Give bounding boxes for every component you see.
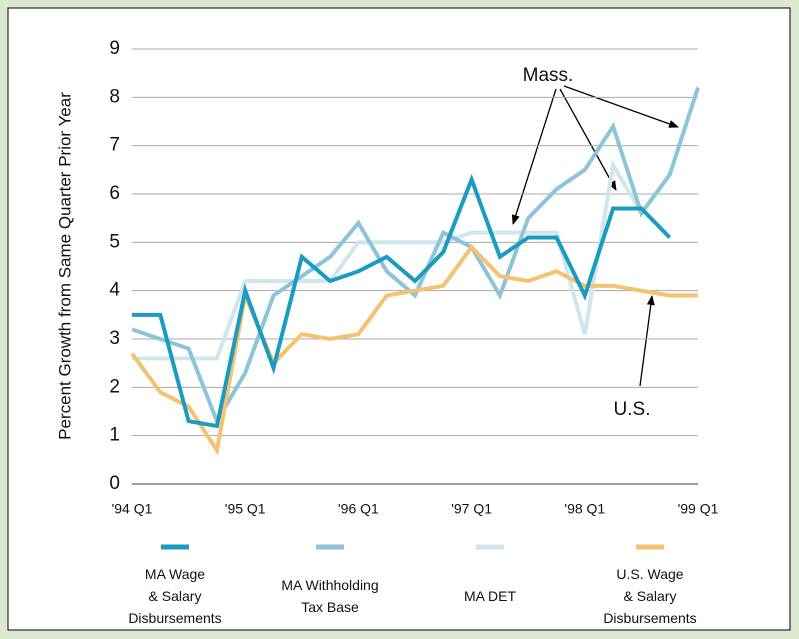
x-tick-label: '97 Q1: [451, 501, 492, 517]
y-tick-label: 5: [109, 231, 120, 252]
x-tick-label: '95 Q1: [225, 501, 266, 517]
series-line: [132, 159, 644, 361]
arrow: [563, 85, 679, 128]
x-tick-label: '98 Q1: [564, 501, 605, 517]
arrow: [511, 88, 557, 225]
legend-label: MA DET: [463, 588, 517, 604]
y-tick-label: 4: [109, 280, 120, 301]
y-tick-label: 0: [109, 473, 120, 494]
legend-label: U.S. Wage & Salary Disbursements: [603, 566, 697, 626]
y-tick-label: 3: [109, 328, 120, 349]
y-axis-label: Percent Growth from Same Quarter Prior Y…: [55, 92, 74, 440]
y-tick-label: 7: [109, 135, 120, 156]
y-tick-label: 9: [109, 38, 120, 59]
x-tick-label: '96 Q1: [338, 501, 379, 517]
arrow: [559, 88, 617, 191]
x-tick-label: '94 Q1: [112, 501, 153, 517]
y-tick-label: 8: [109, 86, 120, 107]
series-line: [130, 244, 698, 456]
annotation: U.S.: [614, 399, 651, 420]
legend-label: MA Withholding Tax Base: [281, 577, 379, 615]
y-tick-label: 1: [109, 425, 120, 446]
panel: [7, 7, 791, 631]
annotation-arrows: [511, 85, 679, 387]
x-tick-label: '99 Q1: [678, 501, 719, 517]
annotation: Mass.: [523, 65, 574, 86]
series-line: [132, 173, 672, 429]
y-tick-label: 6: [109, 183, 120, 204]
legend-label: MA Wage & Salary Disbursements: [128, 566, 222, 626]
y-tick-label: 2: [109, 376, 120, 397]
arrow: [639, 295, 655, 387]
